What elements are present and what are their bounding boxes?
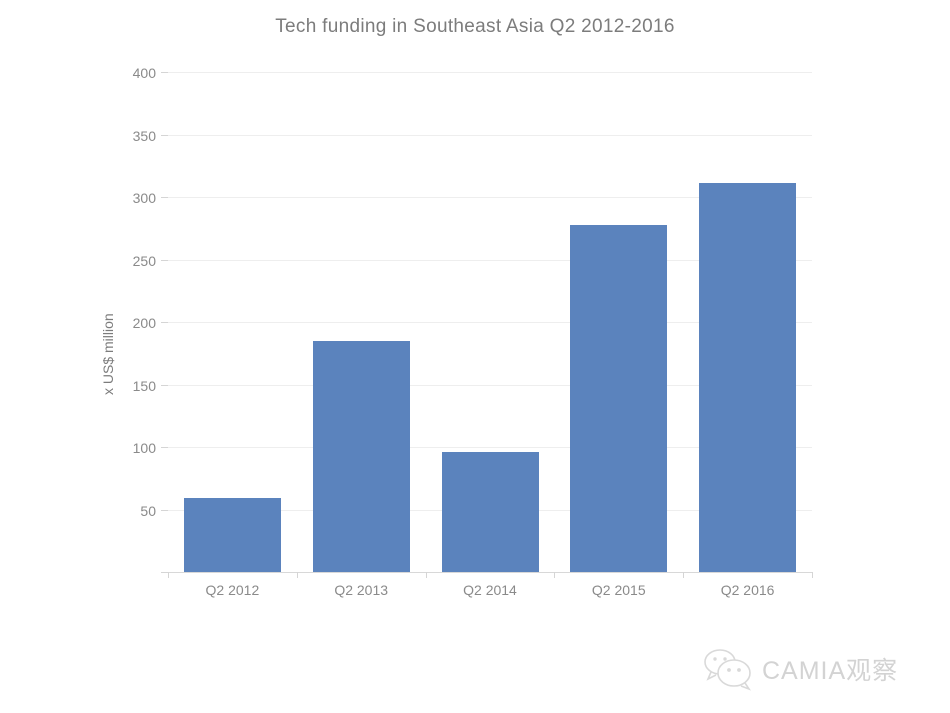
watermark-label: CAMIA观察 [762, 657, 899, 685]
bar[interactable] [312, 340, 410, 572]
y-tick-mark [161, 447, 168, 448]
gridline [168, 134, 812, 136]
y-tick-label: 400 [132, 65, 156, 81]
y-tick-mark [161, 509, 168, 511]
x-tick-mark [683, 572, 685, 578]
bar[interactable] [699, 183, 797, 572]
y-tick-mark [161, 259, 168, 261]
plot-area: 50 100 150 200 250 300 350 400 Q2 2012 Q2 2013 Q2 … [133, 66, 813, 598]
y-tick-label: 200 [132, 315, 156, 331]
x-tick-label: Q2 2013 [334, 582, 389, 598]
gridline [168, 322, 812, 323]
bar[interactable] [441, 452, 539, 572]
watermark: CAMIA观察 [700, 644, 898, 694]
y-tick-label: 150 [132, 377, 156, 394]
y-tick-label: 50 [140, 502, 156, 519]
y-tick-mark [161, 384, 168, 386]
gridline [168, 197, 812, 198]
x-tick-mark [812, 572, 813, 578]
bar[interactable] [570, 224, 668, 572]
x-tick-mark [168, 572, 169, 578]
x-tick-label: Q2 2014 [463, 582, 517, 598]
chart-title: Tech funding in Southeast Asia Q2 2012-2… [275, 16, 675, 37]
y-tick-label: 250 [132, 252, 156, 269]
y-tick-mark [161, 134, 168, 136]
y-tick-mark [161, 322, 168, 323]
y-tick-mark [161, 572, 168, 573]
bar[interactable] [183, 498, 281, 572]
gridline [168, 384, 812, 386]
x-tick-label: Q2 2012 [205, 582, 260, 598]
gridline [168, 72, 812, 73]
y-tick-mark [161, 72, 168, 73]
y-tick-label: 350 [132, 127, 156, 144]
x-tick-mark [425, 572, 427, 578]
x-tick-mark [554, 572, 556, 578]
gridline [168, 259, 812, 261]
y-tick-label: 100 [132, 440, 156, 456]
y-tick-mark [161, 197, 168, 198]
gridline [168, 447, 812, 448]
x-tick-label: Q2 2015 [591, 582, 646, 598]
x-tick-mark [296, 572, 298, 578]
axis-baseline [168, 572, 812, 573]
y-tick-label: 300 [132, 190, 156, 206]
x-tick-label: Q2 2016 [720, 582, 775, 598]
wechat-icon [704, 649, 752, 691]
